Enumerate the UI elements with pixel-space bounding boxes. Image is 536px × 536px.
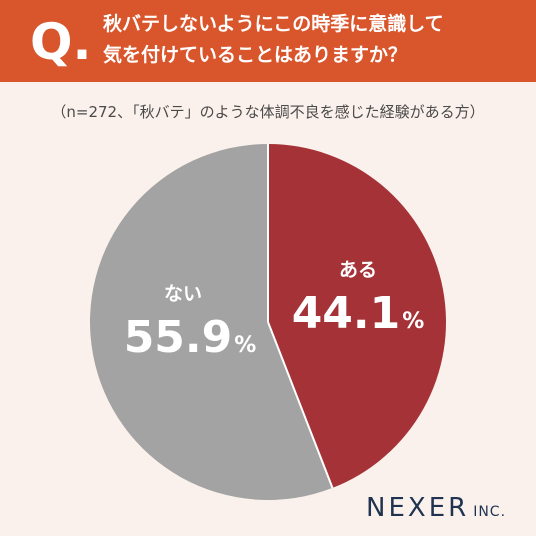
slice-value-aru-unit: % bbox=[402, 309, 424, 334]
question-title-line-1: 秋バテしないようにこの時季に意識して bbox=[103, 13, 444, 35]
logo-main-text: NEXER bbox=[366, 493, 470, 523]
nexer-logo: NEXER INC. bbox=[366, 491, 506, 529]
pie-slice-aru bbox=[268, 144, 447, 488]
question-mark-label: Q. bbox=[30, 13, 92, 71]
logo-sub-text: INC. bbox=[473, 504, 507, 520]
question-title-line-2: 気を付けていることはありますか？ bbox=[103, 44, 408, 66]
slice-value-nai-number: 55.9 bbox=[124, 312, 233, 363]
pie-slice-nai bbox=[90, 144, 333, 500]
slice-value-nai: 55.9% bbox=[124, 312, 257, 363]
slice-label-aru: ある bbox=[339, 259, 377, 281]
question-banner: Q. 秋バテしないようにこの時季に意識して 気を付けていることはありますか？ bbox=[0, 0, 536, 82]
slice-divider-bottom bbox=[267, 321, 334, 489]
slice-label-nai: ない bbox=[164, 283, 202, 305]
slice-value-nai-unit: % bbox=[234, 333, 256, 358]
slice-value-aru-number: 44.1 bbox=[292, 288, 401, 339]
slice-value-aru: 44.1% bbox=[292, 288, 425, 339]
sample-note: （n=272、「秋バテ」のような体調不良を感じた経験がある方） bbox=[51, 103, 485, 121]
